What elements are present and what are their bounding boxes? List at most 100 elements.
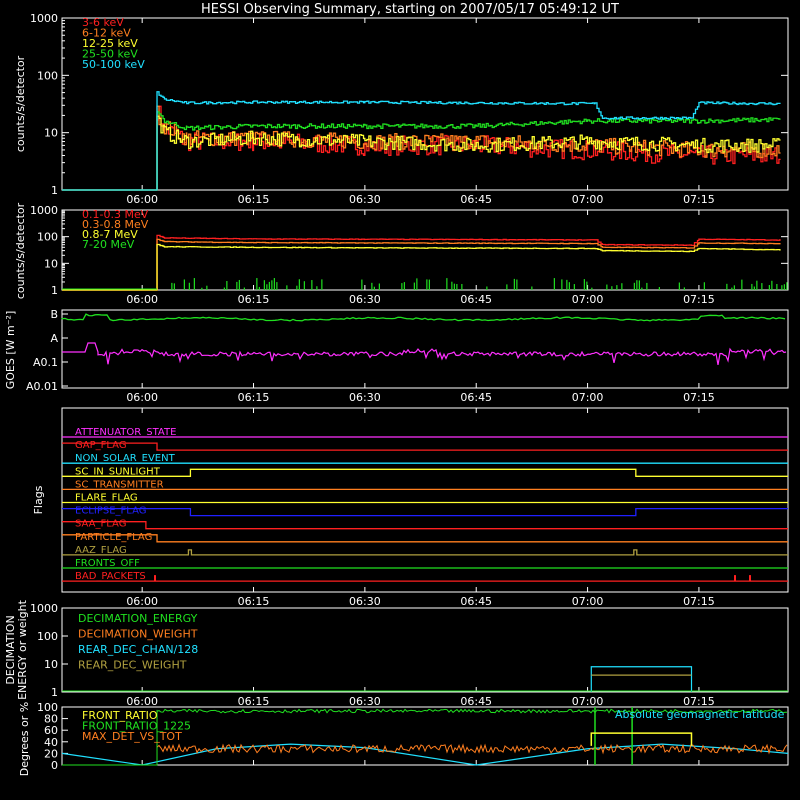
flag-label-sc-transmitter: SC_TRANSMITTER: [75, 479, 164, 490]
panel4-ylabel: Flags: [32, 485, 45, 514]
panel2-xtick-label: 07:00: [572, 293, 604, 306]
panels-layer: 06:00 06:15 06:30 06:45 07:00 07:151101001000…: [26, 12, 789, 772]
flag-label-aaz-flag: AAZ_FLAG: [75, 545, 127, 556]
goes-long-channel: [61, 313, 786, 322]
panel6-ytick-label: 40: [44, 736, 58, 749]
panel5-ytick-label: 1000: [30, 602, 58, 615]
panel6-legend-2: MAX_DET_VS_TOT: [82, 730, 182, 743]
panel6-legend-0: FRONT_RATIO: [82, 709, 158, 722]
panel1-frame: [61, 17, 789, 191]
panel2-xtick-label: 06:00: [126, 293, 158, 306]
panel5-xtick-label: 06:30: [349, 695, 381, 708]
panel5-legend-2: REAR_DEC_CHAN/128: [78, 643, 198, 656]
panel1-series-50-100-kev: [62, 91, 781, 191]
panel5-ytick-label: 10: [44, 658, 58, 671]
panel3-frame: [61, 309, 789, 389]
flag-line-saa-flag: [62, 521, 788, 530]
front-ratio-1225-line: [62, 708, 788, 766]
panel6-ytick-label: 80: [44, 713, 58, 726]
flag-label-eclipse-flag: ECLIPSE_FLAG: [75, 506, 146, 517]
panel2-xtick-label: 06:30: [349, 293, 381, 306]
panel1-ytick-label: 1: [51, 184, 58, 197]
flag-line-eclipse-flag: [62, 507, 788, 517]
panel1-series-12-25-kev: [62, 115, 781, 191]
panel3-xtick-label: 06:45: [460, 391, 492, 404]
panel2-ylabel: counts/s/detector: [14, 202, 27, 299]
panel2-legend-2: 0.8-7 MeV: [82, 228, 138, 241]
panel4-xtick-label: 07:00: [572, 595, 604, 608]
panel2-series-0-8-7-mev: [62, 243, 781, 291]
panel5-xtick-label: 07:00: [572, 695, 604, 708]
panel1-xtick-label: 06:00: [126, 193, 158, 206]
geomagnetic-latitude-line: [61, 743, 789, 766]
flag-label-non-solar-event: NON_SOLAR_EVENT: [75, 453, 176, 464]
panel3-ytick-label: B: [50, 308, 58, 321]
panel5-frame: [61, 607, 789, 693]
panel6-ytick-label: 100: [37, 701, 58, 714]
panel3-ytick-label: A0.1: [33, 356, 58, 369]
flag-label-attenuator-state: ATTENUATOR_STATE: [75, 427, 176, 438]
panel3-ytick-label: A: [50, 332, 58, 345]
flag-line-particle-flag: [62, 534, 788, 543]
panel4-xtick-label: 06:00: [126, 595, 158, 608]
panel2-ytick-label: 100: [37, 231, 58, 244]
panel2-series-0-1-0-3-mev: [62, 234, 781, 291]
panel5-xtick-label: 07:15: [683, 695, 715, 708]
panel5-ylabel-line2: ENERGY or weight: [16, 599, 29, 699]
goes-short-channel: [62, 342, 787, 365]
panel3-xtick-label: 06:30: [349, 391, 381, 404]
panel5-ytick-label: 100: [37, 630, 58, 643]
panel4-frame: [61, 407, 789, 593]
panel1-xtick-label: 07:15: [683, 193, 715, 206]
panel6-legend-1: FRONT_RATIO_1225: [82, 720, 191, 733]
panel3-ylabel: GOES [W m⁻²]: [4, 311, 17, 390]
panel5-xtick-label: 06:15: [238, 695, 270, 708]
panel1-ytick-label: 10: [44, 127, 58, 140]
geomagnetic-latitude-annotation: Absolute geomagnetic latitude: [615, 708, 785, 721]
panel1-xtick-label: 06:45: [460, 193, 492, 206]
rear-dec-chan-line: [590, 666, 693, 692]
panel5-xtick-label: 06:00: [126, 695, 158, 708]
panel2-xtick-label: 06:45: [460, 293, 492, 306]
panel3-xtick-label: 06:15: [238, 391, 270, 404]
panel1-legend-4: 50-100 keV: [82, 58, 145, 71]
panel6-ytick-label: 60: [44, 724, 58, 737]
figure-title: HESSI Observing Summary, starting on 200…: [201, 2, 619, 17]
panel2-ytick-label: 1000: [30, 204, 58, 217]
flag-line-gap-flag: [62, 442, 788, 451]
panel2-xtick-label: 06:15: [238, 293, 270, 306]
flag-label-sc-in-sunlight: SC_IN_SUNLIGHT: [75, 466, 161, 477]
flag-label-bad-packets: BAD_PACKETS: [75, 571, 146, 582]
panel1-ytick-label: 1000: [30, 12, 58, 25]
flag-label-saa-flag: SAA_FLAG: [75, 519, 126, 530]
panel1-series-25-50-kev: [62, 111, 781, 191]
panel1-legend-0: 3-6 keV: [82, 16, 124, 29]
panel1-legend-1: 6-12 keV: [82, 27, 131, 40]
panel1-legend-3: 25-50 keV: [82, 48, 138, 61]
panel2-xtick-label: 07:15: [683, 293, 715, 306]
panel5-legend-3: REAR_DEC_WEIGHT: [78, 659, 187, 672]
panel1-xtick-label: 06:15: [238, 193, 270, 206]
flag-line-aaz-flag: [62, 549, 788, 556]
flag-label-flare-flag: FLARE_FLAG: [75, 493, 138, 504]
panel4-xtick-label: 07:15: [683, 595, 715, 608]
panel3-ytick-label: A0.01: [26, 380, 58, 393]
panel2-legend-0: 0.1-0.3 MeV: [82, 208, 149, 221]
panel5-legend-1: DECIMATION_WEIGHT: [78, 628, 198, 641]
panel1-ylabel: counts/s/detector: [14, 55, 27, 152]
flag-label-particle-flag: PARTICLE_FLAG: [75, 532, 152, 543]
front-ratio-line: [590, 732, 693, 746]
panel3-xtick-label: 06:00: [126, 391, 158, 404]
panel1-xtick-label: 06:30: [349, 193, 381, 206]
panel2-ytick-label: 10: [44, 257, 58, 270]
flag-line-sc-in-sunlight: [62, 468, 788, 477]
max-det-vs-tot-line: [156, 743, 788, 755]
panel6-frame: [61, 706, 789, 766]
flag-label-fronts-off: FRONTS_OFF: [75, 558, 140, 569]
panel4-xtick-label: 06:30: [349, 595, 381, 608]
panel6-ytick-label: 20: [44, 747, 58, 760]
panel2-legend-3: 7-20 MeV: [82, 238, 135, 251]
panel5-xtick-label: 06:45: [460, 695, 492, 708]
panel2-frame: [61, 209, 789, 291]
